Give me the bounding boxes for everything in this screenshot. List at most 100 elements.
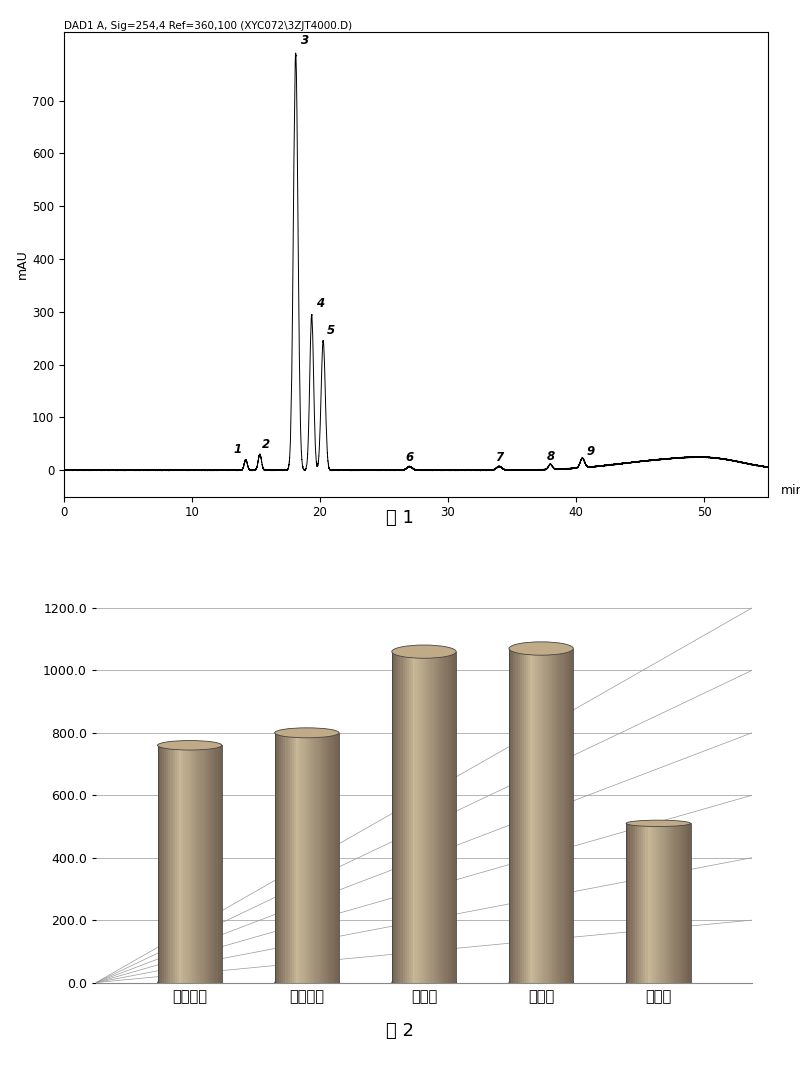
Bar (405, 651, 407, 983)
Bar (177, 745, 179, 983)
Text: min: min (781, 484, 800, 497)
Bar (281, 733, 283, 983)
Bar (554, 648, 556, 983)
Bar (158, 745, 160, 983)
Bar (179, 745, 181, 983)
Bar (174, 745, 177, 983)
Bar (314, 733, 315, 983)
Bar (448, 651, 450, 983)
Text: 6: 6 (406, 451, 414, 464)
Bar (434, 651, 437, 983)
Bar (424, 651, 426, 983)
Bar (411, 651, 414, 983)
Bar (307, 733, 309, 983)
Bar (539, 648, 541, 983)
Ellipse shape (158, 740, 222, 750)
Bar (533, 648, 534, 983)
Bar (292, 733, 294, 983)
Bar (309, 733, 311, 983)
Bar (290, 733, 292, 983)
Bar (324, 733, 326, 983)
Bar (558, 648, 561, 983)
Ellipse shape (392, 976, 456, 989)
Bar (567, 648, 569, 983)
Bar (415, 651, 418, 983)
Bar (196, 745, 198, 983)
Bar (296, 733, 298, 983)
Bar (320, 733, 322, 983)
Bar (207, 745, 209, 983)
Bar (287, 733, 290, 983)
Bar (680, 823, 682, 983)
Bar (166, 745, 168, 983)
Bar (450, 651, 452, 983)
Text: 8: 8 (546, 450, 554, 462)
Bar (446, 651, 448, 983)
Bar (646, 823, 647, 983)
Bar (168, 745, 170, 983)
Bar (515, 648, 518, 983)
Bar (514, 648, 515, 983)
Bar (534, 648, 537, 983)
Bar (294, 733, 296, 983)
Bar (209, 745, 211, 983)
Bar (201, 745, 202, 983)
Ellipse shape (158, 978, 222, 987)
Ellipse shape (392, 645, 456, 658)
Bar (626, 823, 690, 983)
Bar (214, 745, 215, 983)
Bar (628, 823, 630, 983)
Bar (684, 823, 686, 983)
Bar (530, 648, 533, 983)
Bar (522, 648, 524, 983)
Bar (639, 823, 641, 983)
Bar (571, 648, 574, 983)
Bar (443, 651, 446, 983)
Bar (550, 648, 552, 983)
Bar (511, 648, 514, 983)
Bar (509, 648, 574, 983)
Text: 7: 7 (495, 451, 503, 464)
Bar (420, 651, 422, 983)
Bar (556, 648, 558, 983)
Bar (643, 823, 646, 983)
Bar (546, 648, 547, 983)
Bar (158, 745, 222, 983)
Bar (430, 651, 433, 983)
Bar (433, 651, 434, 983)
Bar (162, 745, 164, 983)
Bar (647, 823, 650, 983)
Bar (509, 648, 511, 983)
Bar (641, 823, 643, 983)
Bar (561, 648, 562, 983)
Bar (662, 823, 665, 983)
Bar (565, 648, 567, 983)
Bar (626, 823, 628, 983)
Bar (322, 733, 324, 983)
Bar (187, 745, 190, 983)
Text: 1: 1 (234, 443, 242, 456)
Bar (305, 733, 307, 983)
Bar (164, 745, 166, 983)
Text: DAD1 A, Sig=254,4 Ref=360,100 (XYC072\3ZJT4000.D): DAD1 A, Sig=254,4 Ref=360,100 (XYC072\3Z… (64, 21, 352, 31)
Bar (537, 648, 539, 983)
Bar (407, 651, 409, 983)
Bar (283, 733, 286, 983)
Text: 4: 4 (315, 297, 324, 311)
Bar (524, 648, 526, 983)
Bar (215, 745, 218, 983)
Bar (520, 648, 522, 983)
Ellipse shape (626, 979, 690, 986)
Bar (409, 651, 411, 983)
Bar (274, 733, 277, 983)
Bar (183, 745, 186, 983)
Bar (211, 745, 214, 983)
Bar (418, 651, 420, 983)
Bar (674, 823, 675, 983)
Bar (414, 651, 415, 983)
Bar (392, 651, 456, 983)
Bar (652, 823, 654, 983)
Bar (315, 733, 318, 983)
Bar (328, 733, 330, 983)
Bar (678, 823, 680, 983)
